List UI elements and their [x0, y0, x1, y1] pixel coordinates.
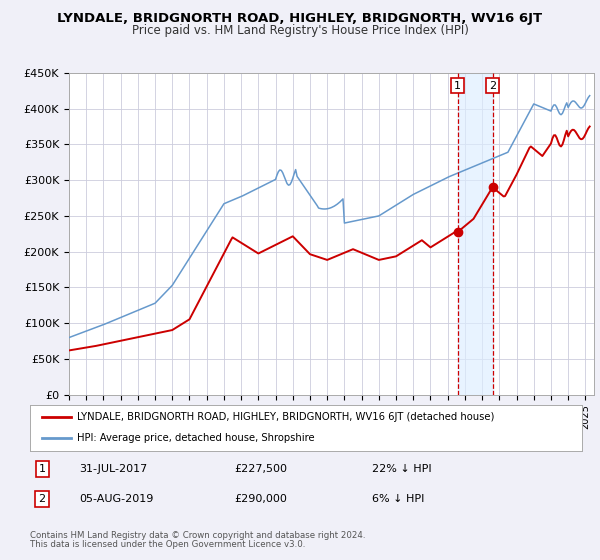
- Text: Contains HM Land Registry data © Crown copyright and database right 2024.: Contains HM Land Registry data © Crown c…: [30, 531, 365, 540]
- Text: 05-AUG-2019: 05-AUG-2019: [80, 494, 154, 504]
- Text: 2: 2: [489, 81, 496, 91]
- Text: £290,000: £290,000: [234, 494, 287, 504]
- Text: 1: 1: [454, 81, 461, 91]
- Bar: [458, 73, 493, 395]
- Text: HPI: Average price, detached house, Shropshire: HPI: Average price, detached house, Shro…: [77, 433, 314, 444]
- Text: Price paid vs. HM Land Registry's House Price Index (HPI): Price paid vs. HM Land Registry's House …: [131, 24, 469, 36]
- Text: LYNDALE, BRIDGNORTH ROAD, HIGHLEY, BRIDGNORTH, WV16 6JT (detached house): LYNDALE, BRIDGNORTH ROAD, HIGHLEY, BRIDG…: [77, 412, 494, 422]
- Text: 6% ↓ HPI: 6% ↓ HPI: [372, 494, 425, 504]
- Text: 2: 2: [38, 494, 46, 504]
- Text: £227,500: £227,500: [234, 464, 287, 474]
- Text: 22% ↓ HPI: 22% ↓ HPI: [372, 464, 432, 474]
- Text: 1: 1: [38, 464, 46, 474]
- Text: LYNDALE, BRIDGNORTH ROAD, HIGHLEY, BRIDGNORTH, WV16 6JT: LYNDALE, BRIDGNORTH ROAD, HIGHLEY, BRIDG…: [58, 12, 542, 25]
- Text: This data is licensed under the Open Government Licence v3.0.: This data is licensed under the Open Gov…: [30, 540, 305, 549]
- Text: 31-JUL-2017: 31-JUL-2017: [80, 464, 148, 474]
